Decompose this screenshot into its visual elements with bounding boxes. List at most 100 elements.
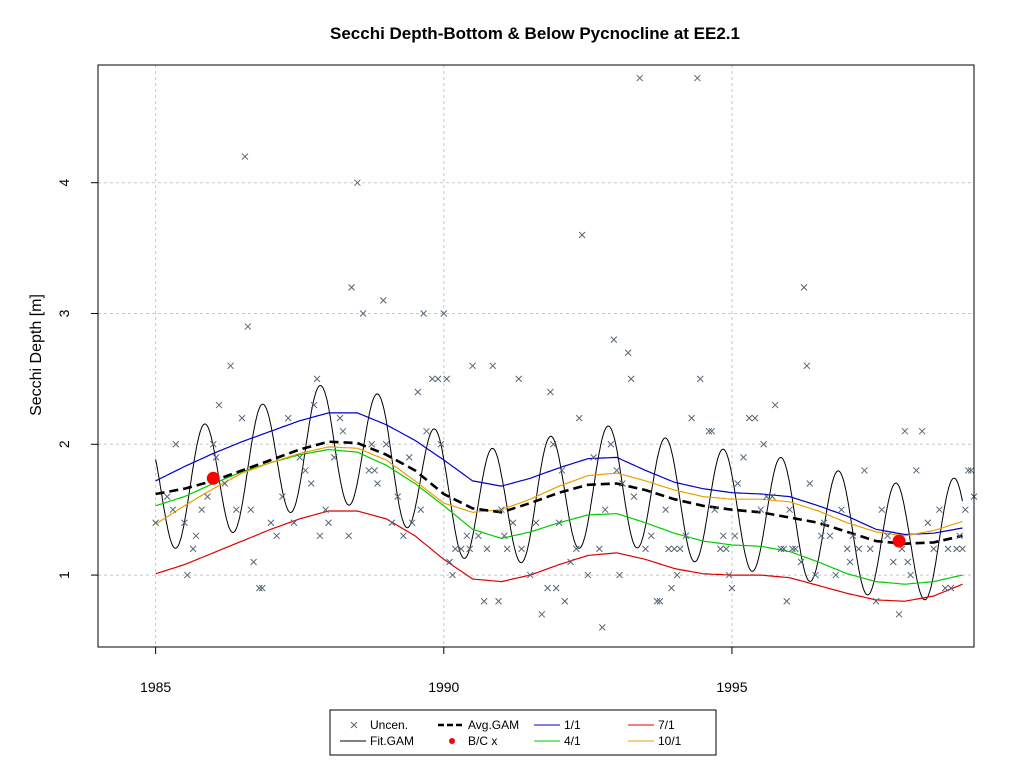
- uncensored-point: [913, 467, 920, 474]
- point-stroke: [495, 597, 502, 605]
- uncensored-point: [567, 558, 574, 566]
- point-stroke: [930, 545, 938, 553]
- point-stroke: [227, 362, 234, 370]
- point-stroke: [662, 506, 670, 514]
- legend-label: B/C x: [468, 734, 497, 748]
- uncensored-point: [388, 519, 396, 527]
- uncensored-point: [832, 571, 840, 579]
- uncensored-point: [313, 375, 321, 383]
- uncensored-point: [613, 467, 621, 474]
- uncensored-point: [719, 532, 727, 540]
- point-stroke: [757, 506, 765, 514]
- uncensored-point: [469, 362, 476, 370]
- uncensored-point: [302, 467, 309, 474]
- uncensored-point: [379, 297, 387, 304]
- point-stroke: [898, 545, 906, 553]
- uncensored-point: [728, 584, 736, 592]
- uncensored-point: [443, 375, 451, 383]
- x-tick-label: 1985: [140, 679, 171, 695]
- point-stroke: [232, 506, 240, 514]
- uncensored-point: [722, 545, 730, 553]
- x-tick-label: 1995: [716, 679, 747, 695]
- point-stroke: [607, 440, 615, 448]
- point-stroke: [307, 480, 315, 487]
- uncensored-point: [918, 427, 926, 435]
- point-stroke: [296, 454, 304, 461]
- uncensored-point: [558, 467, 566, 474]
- point-stroke: [503, 545, 511, 553]
- x-axis: 1985 1990 1995: [140, 647, 748, 695]
- legend-item: Avg.GAM: [438, 718, 519, 732]
- point-stroke: [696, 375, 704, 383]
- point-stroke: [763, 493, 770, 500]
- point-stroke: [956, 532, 963, 540]
- point-stroke: [722, 545, 730, 553]
- point-stroke: [483, 545, 491, 553]
- uncensored-point: [786, 506, 793, 514]
- point-stroke: [414, 388, 422, 396]
- point-stroke: [947, 584, 955, 592]
- point-stroke: [437, 440, 445, 448]
- uncensored-point: [653, 597, 661, 605]
- uncensored-point: [953, 545, 961, 553]
- point-stroke: [590, 454, 597, 461]
- uncensored-point: [783, 597, 791, 605]
- point-stroke: [212, 454, 220, 461]
- point-stroke: [500, 532, 508, 540]
- point-stroke: [889, 558, 897, 566]
- uncensored-point: [717, 545, 724, 553]
- point-stroke: [400, 532, 407, 540]
- uncensored-point: [601, 506, 609, 514]
- uncensored-point: [290, 519, 298, 527]
- uncensored-point: [446, 558, 453, 566]
- point-stroke: [728, 584, 736, 592]
- point-stroke: [408, 519, 416, 527]
- uncensored-point: [944, 545, 952, 553]
- uncensored-point: [353, 179, 361, 187]
- uncensored-point: [838, 506, 845, 514]
- uncensored-point: [751, 414, 759, 422]
- point-stroke: [760, 440, 767, 448]
- grid-lines: [98, 65, 974, 647]
- uncensored-point: [696, 375, 704, 383]
- point-stroke: [936, 506, 943, 514]
- point-stroke: [953, 545, 961, 553]
- uncensored-point: [843, 545, 851, 553]
- avg-gam-line: [155, 440, 963, 546]
- point-stroke: [538, 610, 546, 618]
- point-stroke: [198, 506, 206, 514]
- point-stroke: [183, 571, 191, 579]
- uncensored-point: [316, 532, 324, 540]
- uncensored-point: [817, 532, 825, 540]
- point-stroke: [449, 571, 456, 579]
- point-stroke: [624, 349, 632, 357]
- uncensored-point: [627, 375, 635, 383]
- uncensored-point: [642, 545, 649, 553]
- uncensored-point: [889, 558, 897, 566]
- point-stroke: [215, 401, 223, 409]
- y-tick-label: 4: [56, 179, 72, 187]
- point-stroke: [598, 624, 606, 631]
- point-stroke: [192, 532, 200, 540]
- legend-label: 7/1: [658, 718, 675, 732]
- plot-frame: [97, 64, 975, 648]
- uncensored-point: [930, 545, 938, 553]
- point-stroke: [440, 310, 448, 317]
- data-points: [152, 74, 978, 631]
- uncensored-point: [964, 467, 972, 474]
- point-stroke: [353, 179, 361, 187]
- uncensored-point: [757, 506, 765, 514]
- uncensored-point: [846, 558, 854, 566]
- point-stroke: [812, 571, 819, 579]
- point-stroke: [944, 545, 952, 553]
- uncensored-point: [310, 401, 318, 409]
- point-stroke: [221, 480, 229, 487]
- uncensored-point: [183, 571, 191, 579]
- point-stroke: [884, 532, 891, 540]
- point-stroke: [688, 414, 695, 422]
- point-stroke: [371, 467, 378, 474]
- uncensored-point: [163, 493, 171, 500]
- point-stroke: [907, 571, 914, 579]
- legend-label: 4/1: [564, 734, 581, 748]
- uncensored-point: [866, 545, 874, 553]
